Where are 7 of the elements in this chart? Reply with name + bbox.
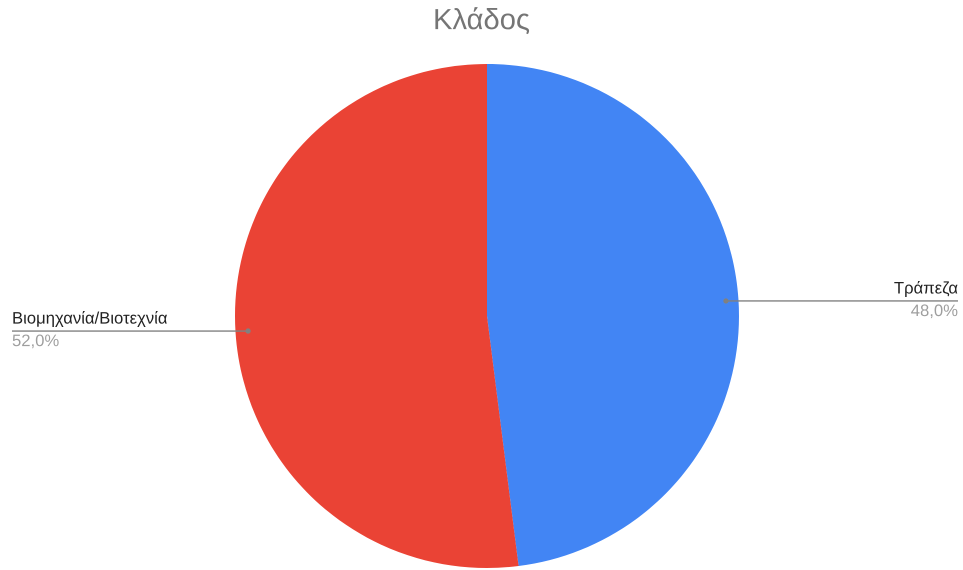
pie-slice <box>487 64 739 566</box>
chart-title: Κλάδος <box>435 7 530 34</box>
data-label: 52,0% <box>12 334 59 348</box>
slice-label: Τράπεζα <box>894 280 958 297</box>
data-label: 48,0% <box>911 304 958 318</box>
pie-slice <box>235 64 519 568</box>
slice-label: Βιομηχανία/Βιοτεχνία <box>13 311 168 328</box>
